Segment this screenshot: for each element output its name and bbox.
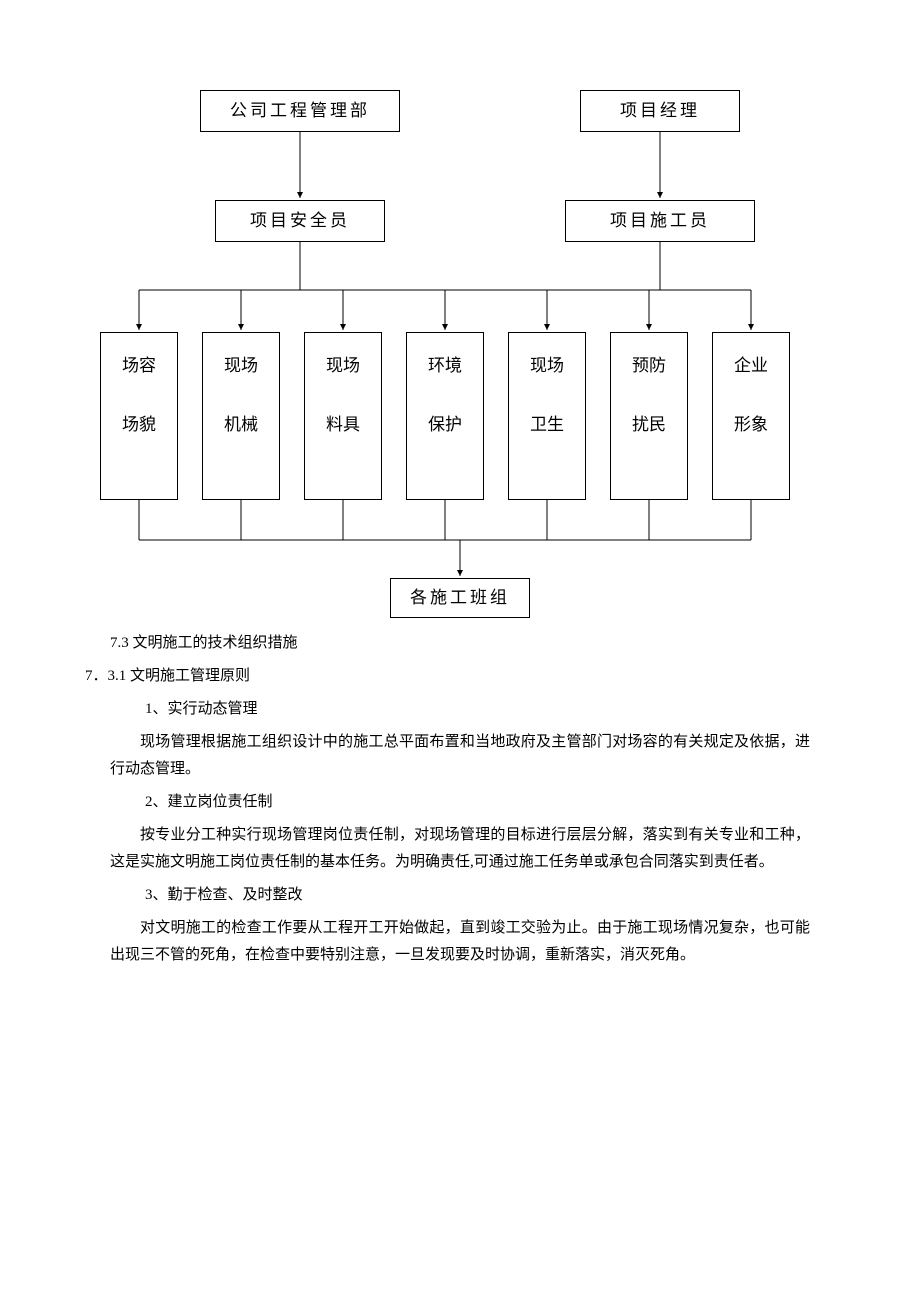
leaf-line1: 环境 (428, 351, 462, 382)
leaf-line2: 形象 (734, 410, 768, 441)
node-label: 项目施工员 (610, 206, 710, 237)
leaf-line1: 预防 (632, 351, 666, 382)
node-leaf-3: 现场 料具 (304, 332, 382, 500)
leaf-line2: 扰民 (632, 410, 666, 441)
node-leaf-6: 预防 扰民 (610, 332, 688, 500)
leaf-line2: 场貌 (122, 410, 156, 441)
paragraph-2: 按专业分工种实行现场管理岗位责任制，对现场管理的目标进行层层分解，落实到有关专业… (110, 822, 810, 876)
list-item-3: 3、勤于检查、及时整改 (145, 882, 840, 909)
paragraph-3: 对文明施工的检查工作要从工程开工开始做起，直到竣工交验为止。由于施工现场情况复杂… (110, 915, 810, 969)
leaf-line1: 现场 (326, 351, 360, 382)
node-bottom-teams: 各施工班组 (390, 578, 530, 618)
node-project-manager: 项目经理 (580, 90, 740, 132)
heading-7-3-1: 7．3.1 文明施工管理原则 (85, 663, 840, 690)
org-flowchart: 公司工程管理部 项目经理 项目安全员 项目施工员 场容 场貌 现场 机械 现场 … (80, 60, 840, 620)
leaf-line2: 料具 (326, 410, 360, 441)
node-label: 各施工班组 (410, 583, 510, 614)
heading-7-3: 7.3 文明施工的技术组织措施 (110, 630, 840, 657)
node-company-dept: 公司工程管理部 (200, 90, 400, 132)
list-item-1: 1、实行动态管理 (145, 696, 840, 723)
leaf-line1: 现场 (530, 351, 564, 382)
node-label: 公司工程管理部 (230, 96, 370, 127)
leaf-line2: 机械 (224, 410, 258, 441)
node-leaf-7: 企业 形象 (712, 332, 790, 500)
node-label: 项目安全员 (250, 206, 350, 237)
node-leaf-2: 现场 机械 (202, 332, 280, 500)
node-leaf-5: 现场 卫生 (508, 332, 586, 500)
leaf-line2: 保护 (428, 410, 462, 441)
leaf-line2: 卫生 (530, 410, 564, 441)
node-leaf-4: 环境 保护 (406, 332, 484, 500)
leaf-line1: 现场 (224, 351, 258, 382)
node-construction-officer: 项目施工员 (565, 200, 755, 242)
leaf-line1: 场容 (122, 351, 156, 382)
node-label: 项目经理 (620, 96, 700, 127)
node-leaf-1: 场容 场貌 (100, 332, 178, 500)
node-safety-officer: 项目安全员 (215, 200, 385, 242)
list-item-2: 2、建立岗位责任制 (145, 789, 840, 816)
leaf-line1: 企业 (734, 351, 768, 382)
paragraph-1: 现场管理根据施工组织设计中的施工总平面布置和当地政府及主管部门对场容的有关规定及… (110, 729, 810, 783)
